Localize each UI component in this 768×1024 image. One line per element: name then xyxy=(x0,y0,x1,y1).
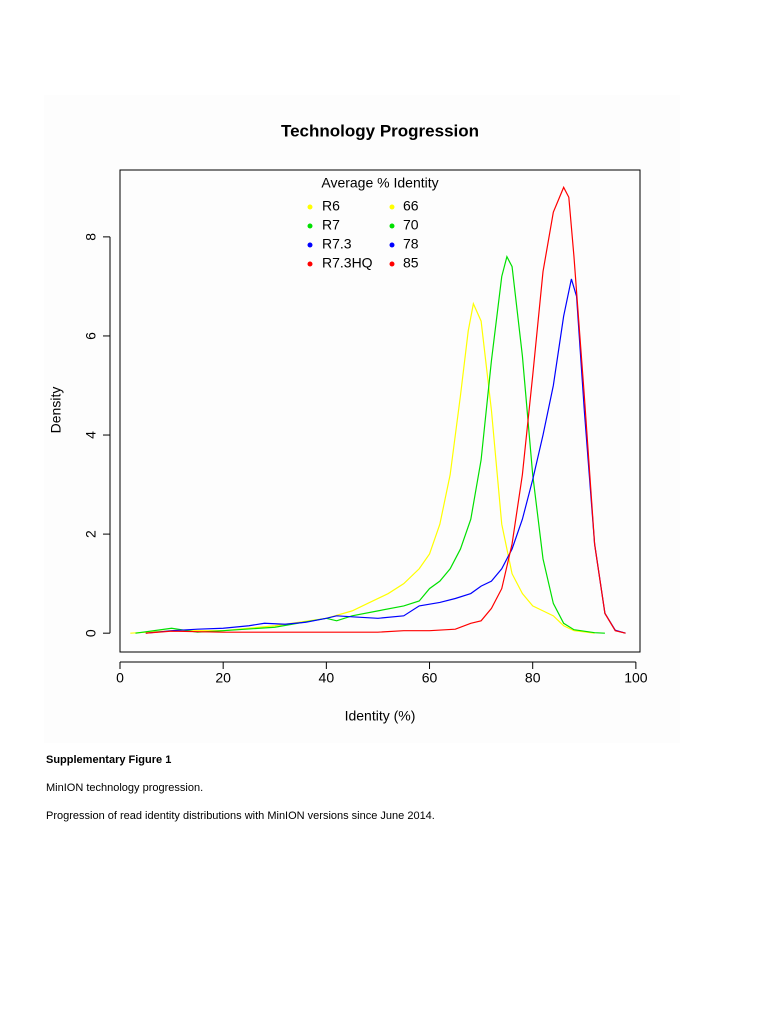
plot-frame xyxy=(119,169,641,653)
y-tick-label: 0 xyxy=(83,629,99,637)
legend-average: 66 xyxy=(403,198,419,214)
legend-average: 70 xyxy=(403,217,419,233)
legend-title: Average % Identity xyxy=(321,175,438,191)
legend-marker xyxy=(307,242,313,248)
y-axis-label: Density xyxy=(48,387,64,434)
series-line xyxy=(145,185,626,634)
x-tick-label: 40 xyxy=(319,670,335,686)
caption-label: Supplementary Figure 1 xyxy=(46,754,172,766)
legend-marker xyxy=(389,242,395,248)
x-tick-label: 80 xyxy=(525,670,541,686)
legend-marker xyxy=(307,223,313,229)
x-tick-label: 100 xyxy=(624,670,648,686)
x-tick-label: 20 xyxy=(215,670,231,686)
y-tick-label: 8 xyxy=(83,233,99,241)
legend-marker xyxy=(389,204,395,210)
legend-label: R6 xyxy=(322,198,340,214)
legend-label: R7.3 xyxy=(322,236,352,252)
legend-marker xyxy=(389,261,395,267)
series-line xyxy=(145,278,626,634)
legend-average: 85 xyxy=(403,255,419,271)
legend-marker xyxy=(307,204,313,210)
legend-marker xyxy=(389,223,395,229)
legend-label: R7 xyxy=(322,217,340,233)
legend-marker xyxy=(307,261,313,267)
x-tick-label: 60 xyxy=(422,670,438,686)
caption-text: Progression of read identity distributio… xyxy=(46,810,435,822)
y-tick-label: 4 xyxy=(83,431,99,439)
y-tick-label: 6 xyxy=(83,332,99,340)
y-tick-label: 2 xyxy=(83,530,99,538)
legend-label: R7.3HQ xyxy=(322,255,373,271)
x-axis-label: Identity (%) xyxy=(345,708,416,724)
caption-title: MinION technology progression. xyxy=(46,782,204,794)
legend-average: 78 xyxy=(403,236,419,252)
chart-title: Technology Progression xyxy=(281,121,479,140)
chart: Technology Progression Identity (%) Dens… xyxy=(44,95,680,743)
x-tick-label: 0 xyxy=(116,670,124,686)
figure-background xyxy=(44,95,680,743)
